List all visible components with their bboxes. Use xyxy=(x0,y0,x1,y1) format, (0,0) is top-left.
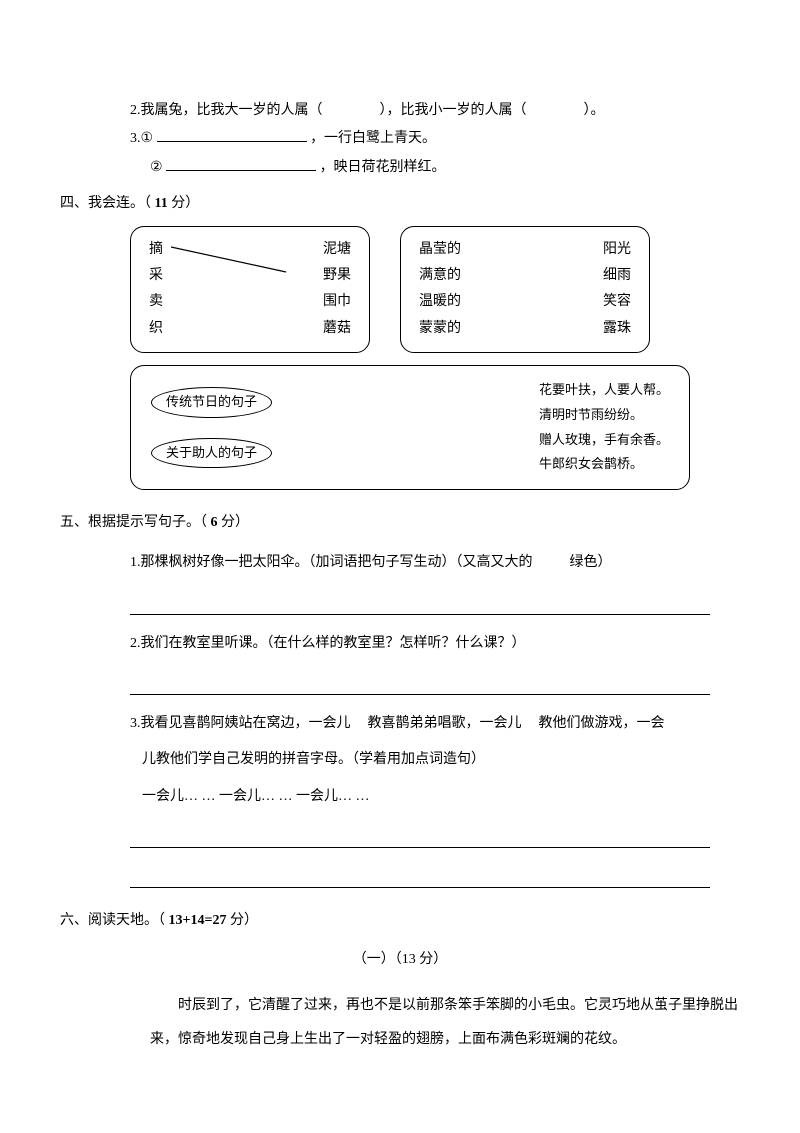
mr: 泥塘 xyxy=(323,239,351,261)
ml: 满意的 xyxy=(419,265,461,287)
q5-1: 1.那棵枫树好像一把太阳伞。（加词语把句子写生动）（又高又大的 绿色） xyxy=(130,552,740,574)
oval-group: 传统节日的句子 关于助人的句子 xyxy=(151,387,272,469)
q5-1a: 1.那棵枫树好像一把太阳伞。（加词语把句子写生动）（又高又大的 xyxy=(130,555,533,570)
q2-line: 2.我属兔，比我大一岁的人属（ ），比我小一岁的人属（ ）。 xyxy=(130,100,740,122)
ml: 晶莹的 xyxy=(419,239,461,261)
ml: 卖 xyxy=(149,291,163,313)
q5-3a: 3.我看见喜鹊阿姨站在窝边，一会儿 xyxy=(130,716,351,731)
ml: 织 xyxy=(149,318,163,340)
match-row-top: 摘 泥塘 采 野果 卖 围巾 织 蘑菇 晶莹的 阳光 满意的 细雨 温暖的 笑容 蒙蒙的 露珠 xyxy=(130,226,740,354)
match-pair: 温暖的 笑容 xyxy=(419,289,631,315)
match-pair: 蒙蒙的 露珠 xyxy=(419,316,631,342)
ml: 蒙蒙的 xyxy=(419,318,461,340)
mr: 野果 xyxy=(323,265,351,287)
sec6-post: 分） xyxy=(230,913,258,928)
mr: 细雨 xyxy=(603,265,631,287)
write-line-1[interactable] xyxy=(130,591,710,615)
q5-3b: 教喜鹊弟弟唱歌，一会儿 xyxy=(368,716,522,731)
q2-text-c: ）。 xyxy=(584,103,605,118)
q3-tail1: ，一行白鹭上青天。 xyxy=(310,131,436,146)
sec4-bold: 11 xyxy=(155,196,168,211)
rline: 赠人玫瑰，手有余香。 xyxy=(539,428,669,453)
q3-label2: ② xyxy=(150,160,163,175)
sec5-bold: 6 xyxy=(211,515,218,530)
oval-1: 传统节日的句子 xyxy=(151,387,272,418)
write-line-3a[interactable] xyxy=(130,824,710,848)
mr: 蘑菇 xyxy=(323,318,351,340)
ml: 采 xyxy=(149,265,163,287)
match-pair: 满意的 细雨 xyxy=(419,263,631,289)
mr: 笑容 xyxy=(603,291,631,313)
mr: 露珠 xyxy=(603,318,631,340)
match-pair: 摘 泥塘 xyxy=(149,237,351,263)
ml: 温暖的 xyxy=(419,291,461,313)
section6-title: 六、阅读天地。（ 13+14=27 分） xyxy=(60,910,740,932)
sec6-bold: 13+14=27 xyxy=(169,913,227,928)
sec5-post: 分） xyxy=(221,515,249,530)
q5-1b: 绿色） xyxy=(570,555,612,570)
q3-blank2[interactable] xyxy=(166,157,316,171)
write-line-3b[interactable] xyxy=(130,864,710,888)
rline: 牛郎织女会鹊桥。 xyxy=(539,452,669,477)
rline: 清明时节雨纷纷。 xyxy=(539,403,669,428)
match-box-big: 传统节日的句子 关于助人的句子 花要叶扶，人要人帮。 清明时节雨纷纷。 赠人玫瑰… xyxy=(130,365,690,490)
q5-3-hint: 一会儿… … 一会儿… … 一会儿… … xyxy=(142,786,740,808)
q3-line2: ② ，映日荷花别样红。 xyxy=(150,157,740,179)
sec6-sub: （一）（13 分） xyxy=(60,949,740,971)
q5-3-l2: 儿教他们学自己发明的拼音字母。（学着用加点词造句） xyxy=(142,749,740,771)
oval-2: 关于助人的句子 xyxy=(151,438,272,469)
sec4-pre: 四、我会连。（ xyxy=(60,196,151,211)
q3-line1: 3.① ，一行白鹭上青天。 xyxy=(130,128,740,150)
q2-text-a: 2.我属兔，比我大一岁的人属（ xyxy=(130,103,323,118)
ml: 摘 xyxy=(149,239,163,261)
sec4-post: 分） xyxy=(171,196,199,211)
sec6-pre: 六、阅读天地。（ xyxy=(60,913,165,928)
mr: 阳光 xyxy=(603,239,631,261)
sec5-pre: 五、根据提示写句子。（ xyxy=(60,515,207,530)
rline: 花要叶扶，人要人帮。 xyxy=(539,378,669,403)
match-pair: 卖 围巾 xyxy=(149,289,351,315)
q3-blank1[interactable] xyxy=(157,128,307,142)
match-pair: 织 蘑菇 xyxy=(149,316,351,342)
q2-text-b: ），比我小一岁的人属（ xyxy=(380,103,527,118)
section4-title: 四、我会连。（ 11 分） xyxy=(60,193,740,215)
right-lines: 花要叶扶，人要人帮。 清明时节雨纷纷。 赠人玫瑰，手有余香。 牛郎织女会鹊桥。 xyxy=(539,378,669,477)
write-line-2[interactable] xyxy=(130,671,710,695)
q5-3-l1: 3.我看见喜鹊阿姨站在窝边，一会儿 教喜鹊弟弟唱歌，一会儿 教他们做游戏，一会 xyxy=(130,713,740,735)
q3-tail2: ，映日荷花别样红。 xyxy=(320,160,446,175)
q3-label1: 3.① xyxy=(130,131,153,146)
match-box-right: 晶莹的 阳光 满意的 细雨 温暖的 笑容 蒙蒙的 露珠 xyxy=(400,226,650,354)
sec6-passage: 时辰到了，它清醒了过来，再也不是以前那条笨手笨脚的小毛虫。它灵巧地从茧子里挣脱出… xyxy=(150,989,740,1056)
match-box-left: 摘 泥塘 采 野果 卖 围巾 织 蘑菇 xyxy=(130,226,370,354)
q5-2: 2.我们在教室里听课。（在什么样的教室里？怎样听？什么课？） xyxy=(130,633,740,655)
section5-title: 五、根据提示写句子。（ 6 分） xyxy=(60,512,740,534)
q5-3c: 教他们做游戏，一会 xyxy=(539,716,665,731)
mr: 围巾 xyxy=(323,291,351,313)
match-pair: 采 野果 xyxy=(149,263,351,289)
match-pair: 晶莹的 阳光 xyxy=(419,237,631,263)
